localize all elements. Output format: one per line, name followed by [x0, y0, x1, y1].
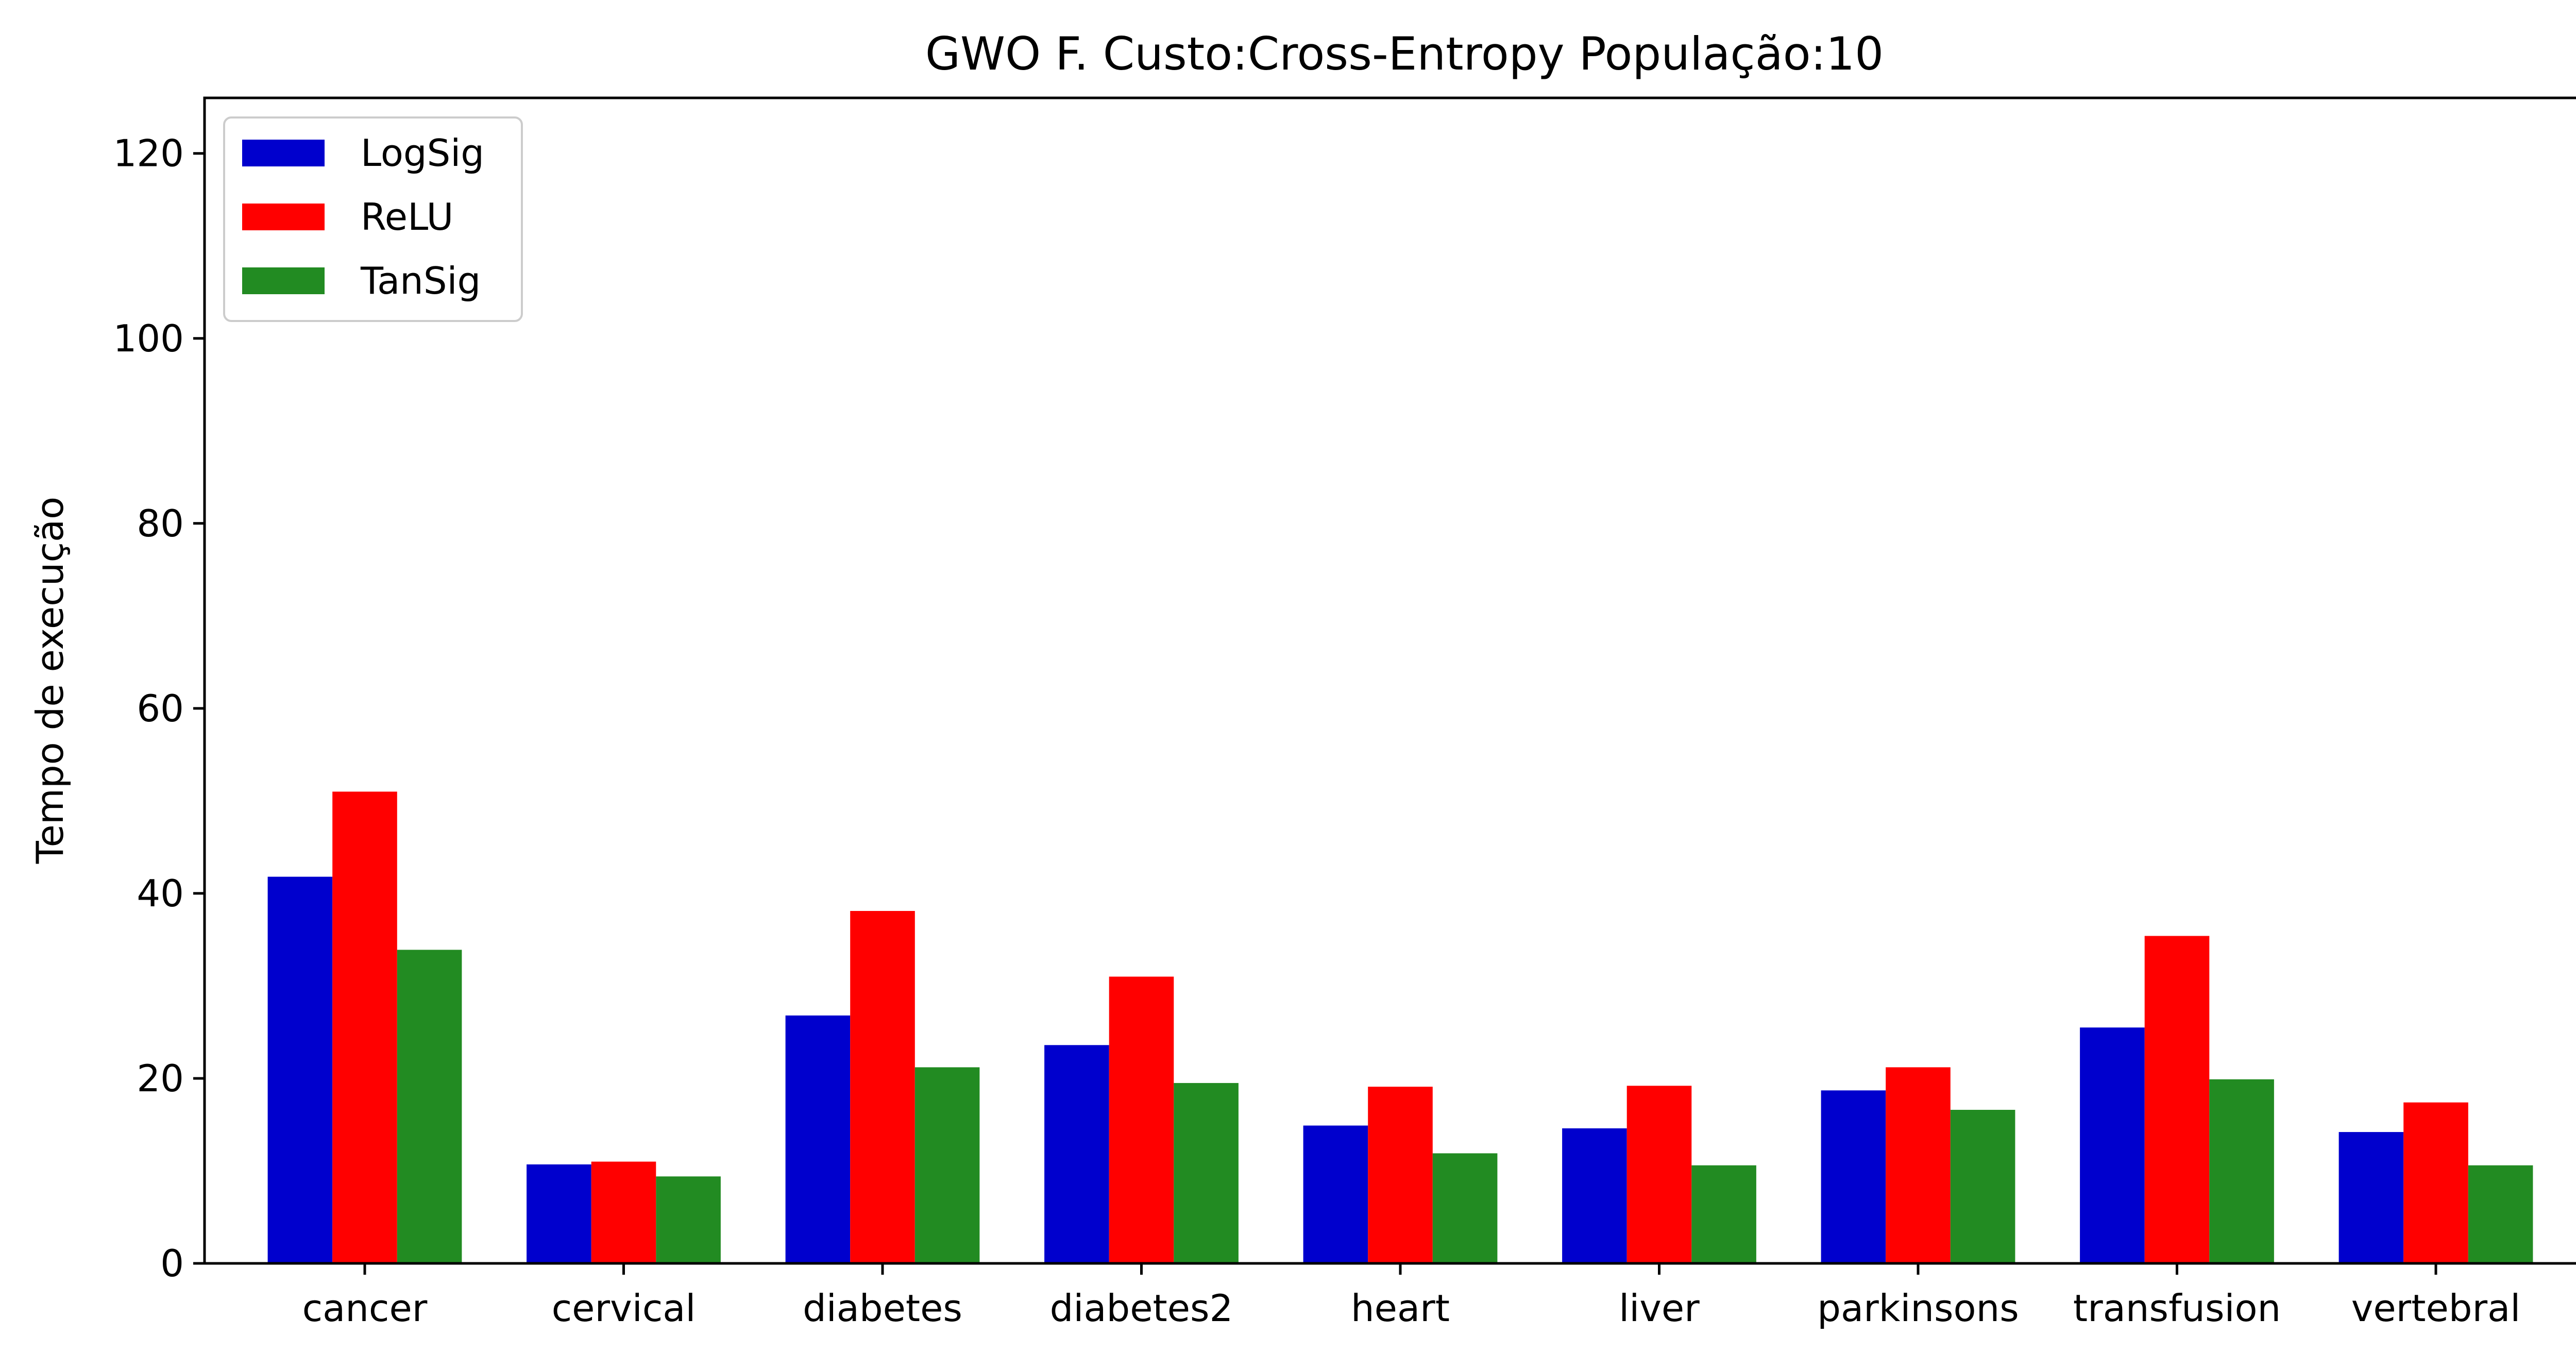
y-tick-label: 0 [160, 1242, 184, 1285]
bar-relu-transfusion [2144, 936, 2210, 1263]
bar-tansig-cervical [656, 1176, 721, 1263]
chart-title: GWO F. Custo:Cross-Entropy População:10 [925, 27, 1884, 80]
legend-label-relu: ReLU [361, 195, 453, 239]
x-tick-label-diabetes2: diabetes2 [1050, 1287, 1233, 1330]
bar-logsig-cancer [267, 876, 333, 1263]
bar-logsig-heart [1303, 1125, 1368, 1263]
x-tick-label-cancer: cancer [302, 1287, 428, 1330]
x-tick-label-heart: heart [1351, 1287, 1450, 1330]
y-tick-label: 20 [137, 1057, 184, 1100]
bar-relu-diabetes [850, 911, 915, 1263]
y-tick-label: 60 [137, 687, 184, 730]
bar-tansig-diabetes [914, 1067, 980, 1263]
y-axis-label: Tempo de execução [28, 497, 72, 864]
bar-relu-heart [1368, 1087, 1433, 1263]
legend-label-logsig: LogSig [361, 131, 484, 175]
legend-swatch-logsig [242, 140, 325, 166]
bar-logsig-transfusion [2080, 1027, 2145, 1263]
y-tick-label: 100 [113, 317, 184, 360]
bar-relu-cancer [332, 791, 397, 1263]
bar-tansig-transfusion [2209, 1079, 2274, 1263]
bar-tansig-vertebral [2468, 1165, 2533, 1263]
bar-logsig-parkinsons [1821, 1090, 1886, 1263]
legend: LogSig ReLU TanSig [223, 116, 523, 322]
bar-tansig-liver [1691, 1165, 1756, 1263]
bar-logsig-diabetes [785, 1015, 851, 1263]
bar-relu-diabetes2 [1109, 976, 1174, 1263]
ticks-layer: 0 20 40 60 80 100 120 cancer cervical diabetes dia… [113, 132, 2521, 1330]
y-tick-label: 120 [113, 132, 184, 175]
bar-logsig-diabetes2 [1044, 1045, 1109, 1263]
x-tick-label-cervical: cervical [552, 1287, 696, 1330]
x-tick-label-parkinsons: parkinsons [1817, 1287, 2019, 1330]
bar-tansig-diabetes2 [1174, 1083, 1239, 1263]
bar-tansig-cancer [397, 950, 462, 1263]
bar-relu-liver [1626, 1086, 1692, 1263]
bars-layer [267, 791, 2533, 1263]
legend-swatch-relu [242, 204, 325, 230]
x-tick-label-diabetes: diabetes [803, 1287, 962, 1330]
legend-swatch-tansig [242, 267, 325, 294]
bar-logsig-vertebral [2338, 1132, 2404, 1263]
x-tick-label-liver: liver [1619, 1287, 1700, 1330]
bar-relu-parkinsons [1886, 1067, 1951, 1263]
bar-relu-cervical [591, 1161, 656, 1263]
bar-tansig-heart [1432, 1153, 1498, 1263]
bar-tansig-parkinsons [1950, 1109, 2015, 1263]
bar-logsig-cervical [527, 1164, 591, 1263]
plot-frame [203, 96, 2576, 1265]
bar-logsig-liver [1562, 1128, 1627, 1263]
x-tick-label-transfusion: transfusion [2073, 1287, 2281, 1330]
y-tick-label: 40 [137, 872, 184, 915]
legend-label-tansig: TanSig [360, 259, 481, 302]
bar-relu-vertebral [2403, 1102, 2468, 1263]
x-tick-label-vertebral: vertebral [2351, 1287, 2520, 1330]
y-tick-label: 80 [137, 502, 184, 545]
